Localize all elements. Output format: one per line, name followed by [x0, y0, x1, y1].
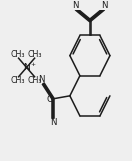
Text: N: N — [39, 75, 45, 84]
Text: N: N — [23, 63, 30, 72]
Text: N: N — [72, 1, 79, 9]
Text: CH₃: CH₃ — [28, 76, 42, 85]
Text: N: N — [101, 1, 107, 9]
Text: N: N — [50, 118, 56, 127]
Text: C: C — [46, 95, 52, 104]
Text: +: + — [30, 62, 35, 67]
Text: CH₃: CH₃ — [28, 50, 42, 59]
Text: CH₃: CH₃ — [11, 76, 25, 85]
Text: CH₃: CH₃ — [11, 50, 25, 59]
